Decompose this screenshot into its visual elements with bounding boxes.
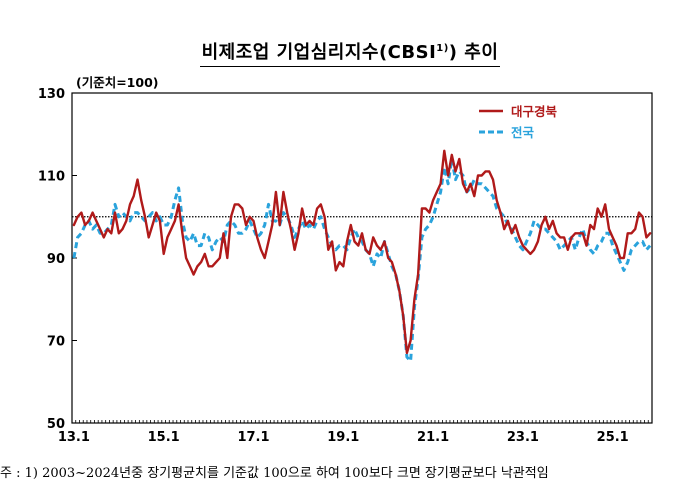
footnote: 주 : 1) 2003~2024년중 장기평균치를 기준값 100으로 하여 1… [0, 466, 549, 481]
series-layer [72, 149, 652, 363]
x-tick-label: 23.1 [507, 430, 539, 445]
plot-area-frame [71, 92, 653, 424]
y-axis: 130 110 90 70 50 [38, 87, 77, 432]
x-tick-label: 21.1 [417, 430, 449, 445]
y-tick-label: 130 [38, 87, 65, 102]
legend-label: 전국 [511, 125, 535, 140]
chart-title-footnote-mark: 1) [436, 43, 449, 54]
series-line-national [72, 157, 652, 363]
unit-label: (기준치=100) [76, 75, 159, 90]
y-tick-label: 70 [47, 335, 65, 350]
legend-label: 대구경북 [511, 104, 558, 119]
x-tick-label: 13.1 [58, 430, 90, 445]
y-tick-label: 90 [47, 252, 65, 267]
chart-title-main: 비제조업 기업심리지수(CBSI [201, 42, 437, 63]
x-axis: 13.1 15.1 17.1 19.1 21.1 23.1 25.1 [58, 420, 653, 445]
y-tick-label: 50 [47, 417, 65, 432]
x-tick-label: 15.1 [148, 430, 180, 445]
x-tick-label: 17.1 [237, 430, 269, 445]
series-line-daegu-gyeongbuk [72, 149, 652, 355]
x-tick-label: 25.1 [597, 430, 629, 445]
chart-title-tail: ) 추이 [448, 42, 499, 63]
chart-title: 비제조업 기업심리지수(CBSI1)) 추이 [0, 38, 700, 67]
y-tick-label: 110 [38, 170, 65, 185]
x-tick-label: 19.1 [327, 430, 359, 445]
